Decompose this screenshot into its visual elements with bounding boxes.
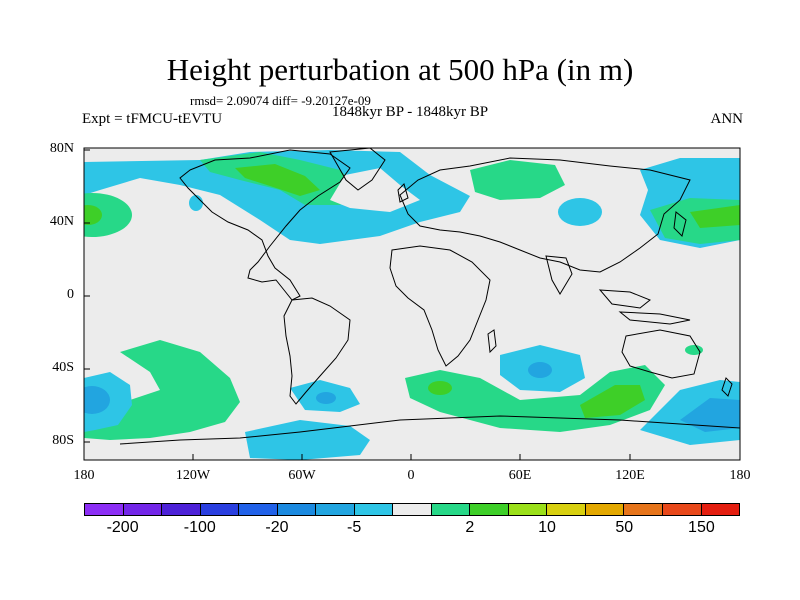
contour-neutral-labrador (330, 168, 420, 212)
colorbar-swatch (85, 504, 124, 515)
contour-pos-japan-core (690, 205, 740, 228)
colorbar-swatch (354, 504, 394, 515)
experiment-label: Expt = tFMCU-tEVTU (82, 111, 223, 127)
colorbar-swatch (316, 504, 355, 515)
colorbar-swatch (200, 504, 240, 515)
colorbar-swatch (431, 504, 471, 515)
colorbar-swatch (239, 504, 278, 515)
contour-pos-southern-ocean-core-east (580, 385, 645, 418)
lon-label-60w: 60W (288, 468, 316, 483)
lat-label-80n: 80N (49, 141, 74, 156)
contour-neg-antarctic (245, 420, 370, 460)
lon-label-120e: 120E (615, 468, 645, 483)
period-label: 1848kyr BP - 1848kyr BP (331, 104, 489, 120)
colorbar-swatch (662, 504, 702, 515)
contour-neg-southeast-pacific-core (680, 398, 740, 432)
contour-neg-south-atlantic-core (316, 392, 336, 404)
colorbar-label: 2 (465, 519, 475, 536)
contour-pos-southern-ocean-core-west (428, 381, 452, 395)
colorbar-label: -20 (265, 519, 289, 536)
contour-pos-north-america-core (235, 164, 320, 196)
colorbar-swatch (547, 504, 586, 515)
contour-neg-alaska (189, 195, 203, 211)
lon-label-60e: 60E (508, 468, 532, 483)
lon-label-180-west: 180 (73, 468, 95, 483)
contour-pos-tasman (685, 345, 703, 355)
colorbar (84, 503, 740, 516)
colorbar-swatch (585, 504, 625, 515)
lat-label-40n: 40N (49, 214, 74, 229)
figure-title: Height perturbation at 500 hPa (in m) (166, 52, 634, 87)
colorbar-swatch (508, 504, 548, 515)
map-field (84, 148, 740, 460)
lat-label-40s: 40S (52, 360, 74, 375)
colorbar-swatch (123, 504, 163, 515)
colorbar-label: 150 (688, 519, 715, 536)
colorbar-swatch (393, 504, 432, 515)
contour-pos-pacific-edge (84, 193, 132, 237)
stats-label: rmsd= 2.09074 diff= -9.20127e-09 (190, 93, 371, 108)
colorbar-swatch (277, 504, 317, 515)
colorbar-swatch (162, 504, 201, 515)
colorbar-label: -200 (106, 519, 139, 536)
coastlines (119, 148, 740, 445)
axis-ticks (84, 149, 631, 460)
lon-label-180-east: 180 (729, 468, 751, 483)
contour-neg-central-asia (558, 198, 602, 226)
contour-pos-europe (470, 160, 565, 200)
map-frame (83, 147, 741, 461)
colorbar-label: -5 (346, 519, 362, 536)
season-label: ANN (710, 111, 744, 127)
contour-neg-southwest-pacific-core (84, 386, 110, 414)
colorbar-swatch (624, 504, 663, 515)
lon-label-120w: 120W (175, 468, 211, 483)
colorbar-label: -100 (183, 519, 216, 536)
contour-neg-south-indian-core (528, 362, 552, 378)
colorbar-swatch (701, 504, 740, 515)
colorbar-label: 50 (615, 519, 634, 536)
colorbar-swatch (470, 504, 509, 515)
lat-label-80s: 80S (52, 433, 74, 448)
colorbar-label: 10 (538, 519, 556, 536)
lat-label-0: 0 (67, 287, 74, 302)
contour-pos-pacific-edge-core (84, 205, 102, 225)
lon-label-0: 0 (407, 468, 415, 483)
